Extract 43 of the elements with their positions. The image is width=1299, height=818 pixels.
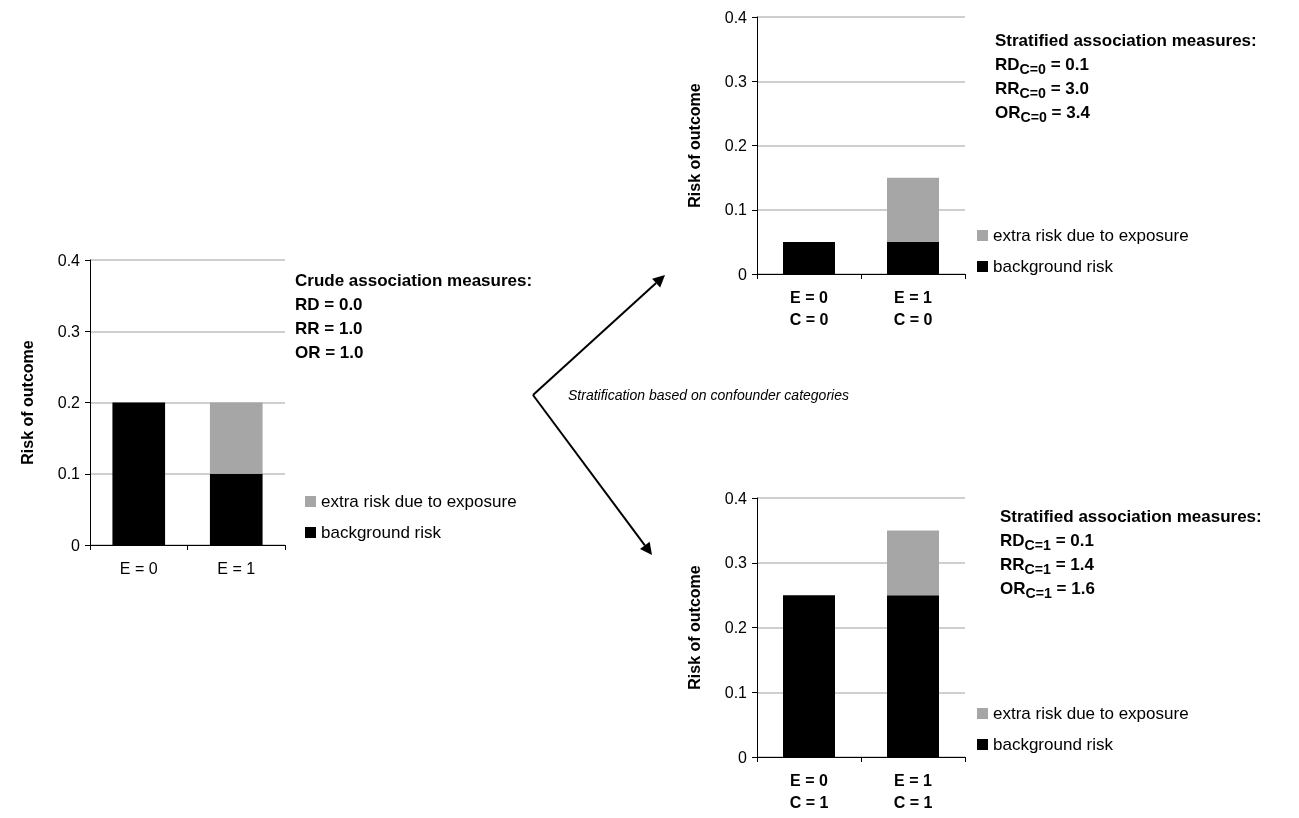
text: RR = 1.0 (295, 318, 363, 340)
x-tick-label: E = 0 C = 1 (789, 771, 829, 811)
y-tick-label: 0.3 (724, 72, 748, 90)
text: Stratification based on confounder categories (568, 386, 849, 405)
y-axis-title: Risk of outcome (685, 83, 703, 208)
y-tick-label: 0.1 (724, 201, 748, 219)
legend-label: extra risk due to exposure (993, 226, 1189, 245)
y-tick-label: 0.4 (724, 489, 748, 507)
text: OR = 1.0 (295, 342, 364, 364)
x-tick-label: E = 1 C = 1 (893, 771, 933, 811)
y-axis-title: Risk of outcome (18, 340, 36, 465)
y-tick-label: 0 (71, 536, 81, 554)
y-tick-label: 0.2 (724, 619, 748, 636)
text: Stratified association measures: (995, 30, 1257, 52)
y-tick-label: 0 (738, 748, 748, 766)
text: OR$_{C=0}$ = 3.4 (995, 102, 1090, 128)
legend-label: extra risk due to exposure (993, 704, 1189, 723)
y-tick-label: 0.2 (724, 137, 748, 154)
text: OR$_{C=1}$ = 1.6 (1000, 578, 1095, 604)
x-tick-label: E = 1 (217, 559, 256, 577)
y-axis-title: Risk of outcome (685, 565, 703, 690)
y-tick-label: 0.4 (57, 251, 81, 269)
legend-label: extra risk due to exposure (321, 492, 517, 511)
text: RR$_{C=0}$ = 3.0 (995, 78, 1089, 104)
text: Crude association measures: (295, 270, 533, 292)
text: Stratified association measures: (1000, 506, 1262, 528)
x-tick-label: E = 0 (119, 559, 158, 577)
y-tick-label: 0 (738, 265, 748, 283)
y-tick-label: 0.4 (724, 8, 748, 26)
x-tick-label: E = 0 C = 0 (789, 288, 829, 328)
legend-label: background risk (993, 735, 1114, 754)
legend-label: background risk (321, 523, 442, 542)
y-tick-label: 0.1 (57, 465, 81, 483)
y-tick-label: 0.2 (57, 394, 81, 411)
legend-label: background risk (993, 257, 1114, 276)
y-tick-label: 0.3 (57, 322, 81, 340)
y-tick-label: 0.1 (724, 683, 748, 701)
x-tick-label: E = 1 C = 0 (893, 288, 933, 328)
text: RD = 0.0 (295, 294, 363, 316)
text: RD$_{C=0}$ = 0.1 (995, 54, 1089, 80)
text: RR$_{C=1}$ = 1.4 (1000, 554, 1094, 580)
y-tick-label: 0.3 (724, 554, 748, 572)
text: RD$_{C=1}$ = 0.1 (1000, 530, 1094, 556)
